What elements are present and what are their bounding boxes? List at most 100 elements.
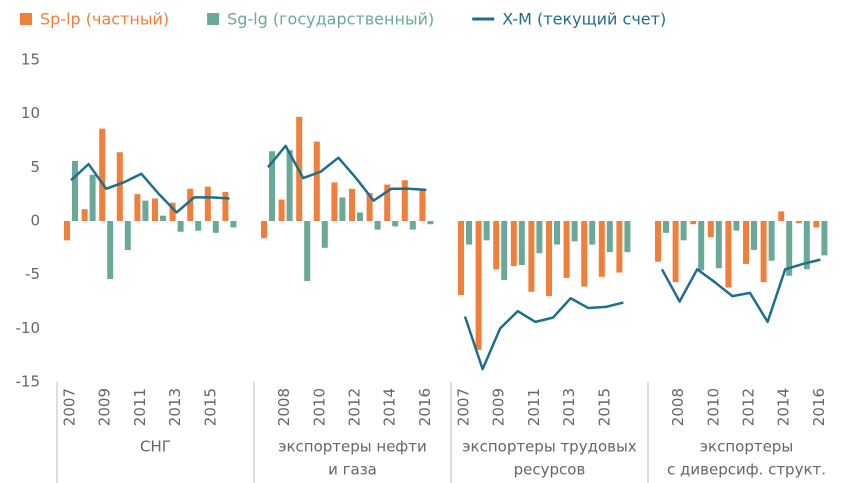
bar: [374, 221, 381, 230]
bar: [116, 152, 123, 221]
line: [70, 162, 230, 214]
x-tick-label: 2007: [455, 388, 473, 426]
bar: [269, 151, 275, 221]
bar: [152, 198, 158, 221]
bar: [672, 221, 679, 283]
bar: [663, 221, 669, 233]
legend-label: Sg-lg (государственный): [227, 10, 434, 29]
bar: [778, 211, 785, 221]
bar: [401, 180, 408, 221]
bar: [81, 209, 88, 221]
x-tick-label: 2007: [61, 388, 79, 426]
group-label: экспортеры: [700, 438, 793, 456]
x-tick-label: 2013: [166, 388, 184, 426]
bar: [392, 221, 399, 227]
bar: [715, 221, 722, 269]
line: [660, 258, 821, 324]
line: [463, 297, 624, 371]
bar: [357, 212, 363, 221]
group-label: экспортеры трудовых: [462, 438, 637, 456]
bar: [89, 174, 96, 221]
group-label: с диверсиф. структ.: [667, 461, 826, 479]
bar: [760, 221, 767, 283]
x-tick-label: 2014: [775, 388, 793, 426]
bar: [278, 199, 285, 221]
bar: [493, 221, 500, 270]
bar: [366, 193, 373, 221]
bar: [458, 221, 464, 296]
group-label: и газа: [328, 461, 377, 479]
x-tick-label: 2008: [275, 388, 293, 426]
bar: [571, 221, 578, 242]
legend-swatch: [20, 13, 32, 25]
bar: [581, 221, 588, 287]
bar: [821, 221, 828, 256]
bar: [195, 221, 202, 231]
bar: [331, 182, 338, 221]
bar: [501, 221, 508, 281]
bar: [384, 184, 391, 221]
bar: [563, 221, 570, 278]
bar: [624, 221, 631, 253]
bar: [616, 221, 623, 273]
bar: [554, 221, 560, 245]
legend-label: X-M (текущий счет): [502, 10, 666, 29]
bar: [419, 189, 426, 221]
bar: [64, 221, 70, 241]
bar: [339, 197, 346, 221]
bar: [510, 221, 517, 267]
bar: [321, 221, 328, 248]
bar: [768, 221, 775, 261]
bar: [304, 221, 311, 282]
x-tick-label: 2012: [740, 388, 758, 426]
x-tick-label: 2010: [704, 388, 722, 426]
bar: [134, 194, 141, 221]
bar: [751, 221, 757, 250]
bar: [589, 221, 596, 245]
x-tick-label: 2009: [490, 388, 508, 426]
bar: [99, 128, 106, 221]
bar: [598, 221, 605, 277]
bar: [813, 221, 820, 228]
bar: [655, 221, 661, 262]
bar: [698, 221, 705, 271]
bar: [409, 221, 416, 230]
bar: [72, 160, 78, 221]
x-tick-label: 2014: [381, 388, 399, 426]
bar: [725, 221, 732, 288]
bar: [803, 221, 810, 270]
bar: [536, 221, 543, 254]
group-label: экспортеры нефти: [278, 438, 427, 456]
x-tick-label: 2011: [131, 388, 149, 426]
bar: [466, 221, 472, 245]
bar: [680, 221, 687, 241]
y-tick-label: -15: [16, 373, 41, 391]
x-tick-label: 2015: [595, 388, 613, 426]
x-tick-label: 2013: [560, 388, 578, 426]
bar: [261, 221, 267, 239]
bar: [786, 221, 793, 276]
bar: [169, 202, 176, 221]
bar: [124, 221, 131, 250]
y-tick-label: 5: [30, 158, 40, 176]
bar: [795, 221, 802, 224]
bar: [690, 221, 697, 225]
bar: [349, 188, 355, 221]
x-tick-label: 2010: [310, 388, 328, 426]
bar: [707, 221, 714, 238]
bar: [518, 221, 525, 266]
bar: [733, 221, 740, 231]
group-label: ресурсов: [514, 461, 586, 479]
y-tick-label: -10: [16, 319, 41, 337]
bar: [107, 221, 114, 279]
bar: [427, 221, 434, 225]
x-tick-label: 2011: [525, 388, 543, 426]
bar: [212, 221, 219, 233]
x-tick-label: 2016: [416, 388, 434, 426]
x-tick-label: 2016: [810, 388, 828, 426]
x-tick-label: 2008: [669, 388, 687, 426]
y-tick-label: -5: [25, 265, 40, 283]
bar: [230, 221, 237, 228]
bar: [222, 192, 229, 221]
y-tick-label: 0: [30, 212, 40, 230]
